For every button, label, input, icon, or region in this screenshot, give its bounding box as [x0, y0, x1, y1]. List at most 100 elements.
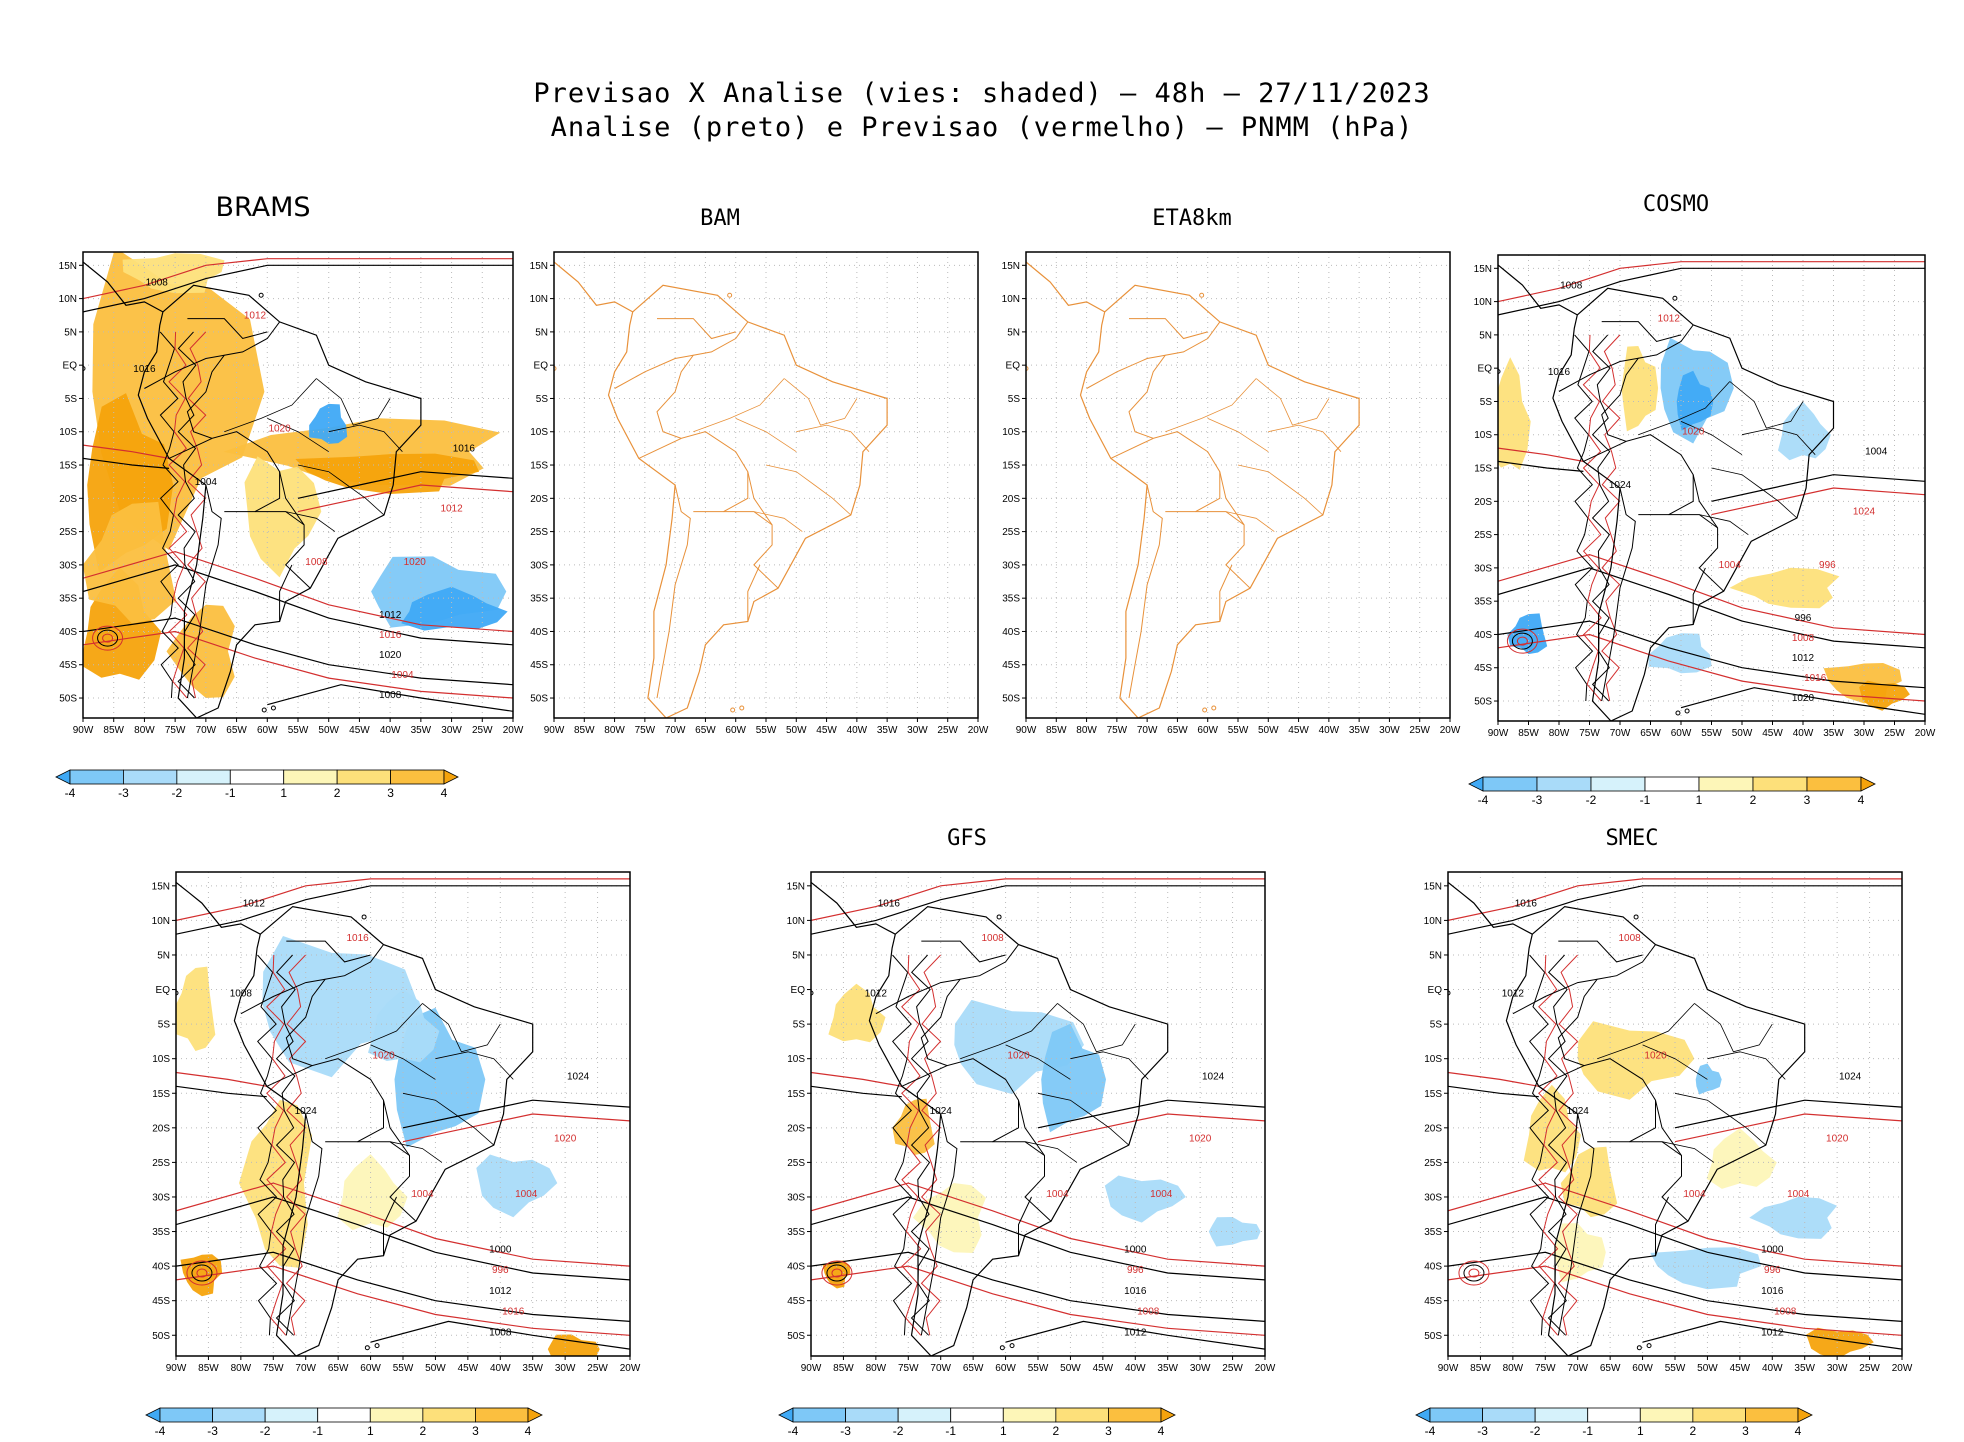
colorbar-cosmo: -4 -3 -2 -1 1 2 3 4 [1463, 775, 1889, 811]
colorbar-tick-label: 1 [1696, 793, 1703, 807]
map-smec: 1016 1008 1012 1020 1024 1004 1000 996 1016 1008 1… [1403, 862, 1917, 1386]
colorbar-panel5: -4 -3 -2 -1 1 2 3 4 [140, 1406, 556, 1442]
lat-tick-label: 50S [152, 1331, 170, 1342]
lat-tick-label: 5S [1430, 1020, 1443, 1031]
map-eta8km: 15N 10N 5N EQ 5S 10S 15S 20S 25S 30S 35S 40S 45S 50S 9… [981, 242, 1465, 748]
colorbar-tick-label: 4 [1795, 1424, 1802, 1438]
lat-tick-label: 30S [1002, 560, 1020, 571]
lat-tick-label: 45S [152, 1296, 170, 1307]
lon-tick-label: 20W [1915, 728, 1936, 739]
lon-tick-label: 80W [604, 725, 625, 736]
lon-tick-label: 80W [1076, 725, 1097, 736]
contour-label: 1008 [379, 690, 402, 701]
colorbar-tick-label: 3 [1742, 1424, 1749, 1438]
lat-tick-label: 15S [59, 461, 77, 472]
lon-tick-label: 55W [1028, 1363, 1049, 1374]
lon-tick-label: 85W [574, 725, 595, 736]
contour-label: 1020 [1007, 1051, 1030, 1062]
colorbar-tick-label: -3 [840, 1424, 851, 1438]
contour-label: 1016 [878, 899, 901, 910]
lat-tick-label: 40S [152, 1262, 170, 1273]
lat-tick-label: 5N [792, 950, 805, 961]
contour-label: 1008 [146, 277, 169, 288]
lat-tick-label: 45S [1002, 660, 1020, 671]
contour-label: 1024 [1853, 507, 1876, 518]
lat-tick-label: 25S [530, 527, 548, 538]
colorbar-smec: -4 -3 -2 -1 1 2 3 4 [1410, 1406, 1826, 1442]
lon-tick-label: 35W [1794, 1363, 1815, 1374]
contour-label: 1008 [305, 557, 328, 568]
contour-label: 996 [1819, 560, 1836, 571]
lon-tick-label: 35W [1157, 1363, 1178, 1374]
lat-tick-label: 20S [1474, 497, 1492, 508]
colorbar-tick-label: -3 [207, 1424, 218, 1438]
contour-label: 1020 [1682, 427, 1705, 438]
lon-tick-label: 50W [425, 1363, 446, 1374]
contour-label: 1004 [1719, 560, 1742, 571]
lat-tick-label: 45S [787, 1296, 805, 1307]
lat-tick-label: 15N [787, 881, 805, 892]
lon-tick-label: 85W [1046, 725, 1067, 736]
lon-tick-label: 80W [1503, 1363, 1524, 1374]
lat-tick-label: EQ [1006, 361, 1021, 372]
contour-label: 1024 [1609, 480, 1632, 491]
map-gfs: 1016 1008 1012 1020 1024 1004 1000 996 1016 1008 1… [766, 862, 1280, 1386]
contour-label: 1020 [554, 1134, 577, 1145]
lon-tick-label: 30W [441, 725, 462, 736]
lon-tick-label: 75W [1107, 725, 1128, 736]
lat-tick-label: 15N [59, 261, 77, 272]
contour-label: 1012 [1502, 988, 1525, 999]
lat-tick-label: 15N [1002, 261, 1020, 272]
lon-tick-label: 70W [295, 1363, 316, 1374]
lon-tick-label: 90W [801, 1363, 822, 1374]
lon-tick-label: 45W [1762, 728, 1783, 739]
lat-tick-label: 15S [1002, 461, 1020, 472]
lon-tick-label: 85W [833, 1363, 854, 1374]
lon-tick-label: 25W [937, 725, 958, 736]
lat-tick-label: 10S [152, 1054, 170, 1065]
colorbar-tick-label: 1 [367, 1424, 374, 1438]
lon-tick-label: 25W [1409, 725, 1430, 736]
colorbar-tick-label: 3 [472, 1424, 479, 1438]
lon-tick-label: 70W [930, 1363, 951, 1374]
colorbar-tick-label: 2 [1690, 1424, 1697, 1438]
lat-tick-label: 30S [1474, 563, 1492, 574]
colorbar-tick-label: 3 [1105, 1424, 1112, 1438]
lon-tick-label: 60W [257, 725, 278, 736]
colorbar-tick-label: -4 [1478, 793, 1489, 807]
lon-tick-label: 35W [1349, 725, 1370, 736]
lat-tick-label: 5N [1007, 327, 1020, 338]
contour-label: 1012 [1761, 1327, 1784, 1338]
lat-tick-label: 15N [152, 881, 170, 892]
panel-title-cosmo: COSMO [1642, 192, 1710, 217]
contour-label: 1024 [567, 1071, 590, 1082]
lon-tick-label: 80W [231, 1363, 252, 1374]
lat-tick-label: 5N [1429, 950, 1442, 961]
contour-label: 1008 [1774, 1307, 1797, 1318]
lat-tick-label: 45S [530, 660, 548, 671]
lat-tick-label: 25S [152, 1158, 170, 1169]
map-panel5: 1012 1016 1008 1020 1024 1004 1000 996 1012 1016 1… [131, 862, 645, 1386]
panel-title-gfs: GFS [947, 826, 987, 851]
lon-tick-label: 90W [166, 1363, 187, 1374]
lon-tick-label: 55W [288, 725, 309, 736]
lat-tick-label: 50S [530, 694, 548, 705]
lat-tick-label: 30S [59, 560, 77, 571]
lon-tick-label: 25W [1859, 1363, 1880, 1374]
contour-label: 1008 [230, 988, 253, 999]
lon-tick-label: 50W [318, 725, 339, 736]
lat-tick-label: 10N [1002, 294, 1020, 305]
colorbar-tick-label: -1 [225, 786, 236, 800]
panel-title-eta8km: ETA8km [1152, 206, 1232, 231]
lon-tick-label: 20W [1255, 1363, 1276, 1374]
lat-tick-label: 20S [1424, 1123, 1442, 1134]
lon-tick-label: 80W [866, 1363, 887, 1374]
lon-tick-label: 30W [1379, 725, 1400, 736]
contour-label: 1016 [1761, 1286, 1784, 1297]
lon-tick-label: 20W [620, 1363, 641, 1374]
lon-tick-label: 55W [1665, 1363, 1686, 1374]
lat-tick-label: 50S [1424, 1331, 1442, 1342]
colorbar-tick-label: 3 [387, 786, 394, 800]
contour-label: 1024 [295, 1106, 318, 1117]
colorbar-tick-label: -2 [260, 1424, 271, 1438]
